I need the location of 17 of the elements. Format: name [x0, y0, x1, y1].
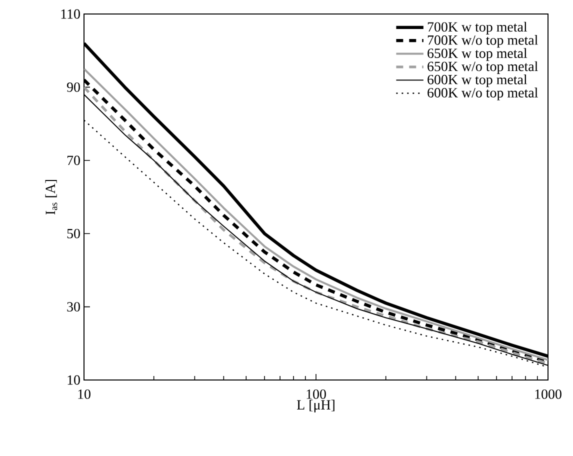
legend-label: 700K w/o top metal — [428, 34, 538, 48]
y-tick-label: 110 — [61, 9, 80, 19]
y-tick-label: 90 — [66, 82, 80, 92]
legend-label: 700K w top metal — [428, 22, 528, 34]
x-tick-label: 1000 — [535, 389, 562, 399]
legend-label: 650K w top metal — [428, 48, 528, 61]
x-tick-label: 10 — [78, 389, 90, 399]
legend-label: 600K w/o top metal — [428, 88, 538, 100]
legend-label: 650K w/o top metal — [428, 61, 538, 74]
y-axis-title: I$_{as}$ [A] — [45, 180, 58, 215]
y-tick-label: 30 — [67, 302, 80, 312]
x-axis-title: L [μH] — [296, 400, 334, 412]
x-tick-label: 100 — [306, 389, 326, 399]
y-tick-label: 70 — [67, 156, 80, 166]
legend-label: 600K w top metal — [428, 74, 528, 88]
y-tick-label: 10 — [68, 375, 80, 385]
y-tick-label: 50 — [67, 228, 80, 238]
